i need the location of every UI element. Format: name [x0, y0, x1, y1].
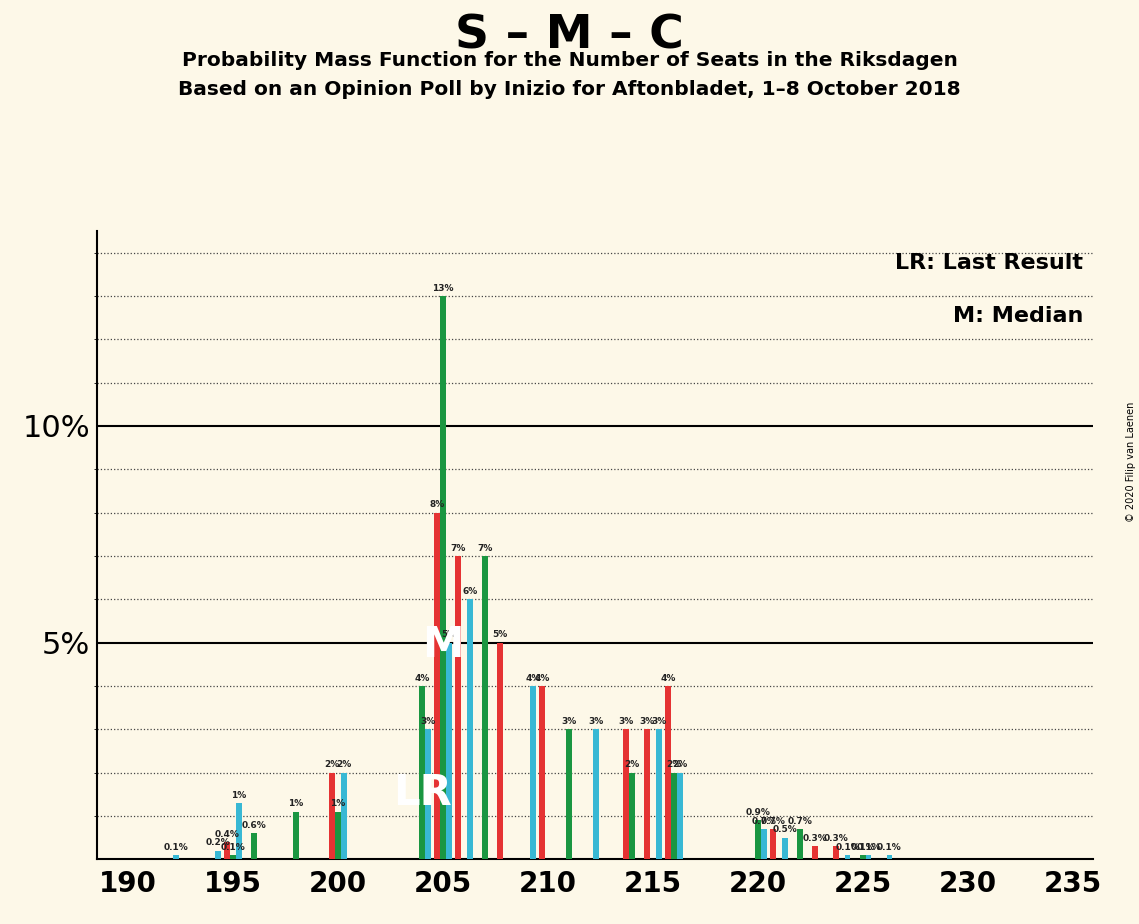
Bar — [173, 855, 179, 859]
Text: 4%: 4% — [661, 674, 675, 683]
Text: LR: LR — [393, 772, 451, 814]
Bar — [812, 846, 818, 859]
Text: 0.2%: 0.2% — [206, 838, 230, 847]
Bar — [770, 829, 776, 859]
Text: 2%: 2% — [336, 760, 352, 769]
Text: © 2020 Filip van Laenen: © 2020 Filip van Laenen — [1126, 402, 1136, 522]
Text: 4%: 4% — [415, 674, 429, 683]
Bar — [530, 686, 535, 859]
Bar — [440, 296, 446, 859]
Bar — [497, 643, 503, 859]
Text: 0.7%: 0.7% — [787, 817, 812, 825]
Text: 3%: 3% — [562, 717, 576, 726]
Bar — [425, 729, 431, 859]
Text: Probability Mass Function for the Number of Seats in the Riksdagen: Probability Mass Function for the Number… — [181, 51, 958, 70]
Bar — [230, 855, 236, 859]
Text: 0.3%: 0.3% — [823, 833, 849, 843]
Text: 0.7%: 0.7% — [761, 817, 785, 825]
Bar — [866, 855, 871, 859]
Bar — [539, 686, 544, 859]
Bar — [434, 513, 440, 859]
Bar — [644, 729, 650, 859]
Text: 3%: 3% — [618, 717, 633, 726]
Text: 3%: 3% — [420, 717, 435, 726]
Text: 0.7%: 0.7% — [752, 817, 776, 825]
Text: 8%: 8% — [429, 500, 444, 509]
Text: 2%: 2% — [624, 760, 639, 769]
Bar — [845, 855, 851, 859]
Bar — [252, 833, 257, 859]
Bar — [623, 729, 629, 859]
Text: 4%: 4% — [534, 674, 550, 683]
Text: 7%: 7% — [477, 543, 493, 553]
Text: Based on an Opinion Poll by Inizio for Aftonbladet, 1–8 October 2018: Based on an Opinion Poll by Inizio for A… — [178, 80, 961, 100]
Text: 2%: 2% — [325, 760, 339, 769]
Text: 0.1%: 0.1% — [221, 843, 246, 852]
Bar — [860, 855, 866, 859]
Bar — [797, 829, 803, 859]
Bar — [482, 556, 487, 859]
Text: 5%: 5% — [492, 630, 508, 639]
Text: 1%: 1% — [231, 791, 247, 799]
Text: 0.4%: 0.4% — [215, 830, 239, 838]
Text: 0.6%: 0.6% — [241, 821, 267, 830]
Text: 6%: 6% — [462, 587, 477, 596]
Text: 5%: 5% — [441, 630, 457, 639]
Text: M: Median: M: Median — [953, 307, 1083, 326]
Text: 0.1%: 0.1% — [851, 843, 875, 852]
Bar — [335, 811, 341, 859]
Bar — [329, 772, 335, 859]
Text: 4%: 4% — [525, 674, 541, 683]
Bar — [215, 851, 221, 859]
Text: 0.1%: 0.1% — [164, 843, 188, 852]
Text: 3%: 3% — [639, 717, 655, 726]
Text: 1%: 1% — [288, 799, 304, 808]
Text: S – M – C: S – M – C — [456, 14, 683, 59]
Text: 0.1%: 0.1% — [835, 843, 860, 852]
Bar — [629, 772, 634, 859]
Text: 0.1%: 0.1% — [877, 843, 902, 852]
Bar — [236, 803, 241, 859]
Text: M: M — [423, 625, 464, 666]
Bar — [224, 842, 230, 859]
Bar — [293, 811, 300, 859]
Bar — [833, 846, 838, 859]
Text: 0.9%: 0.9% — [745, 808, 770, 817]
Text: 13%: 13% — [433, 284, 453, 293]
Bar — [446, 643, 452, 859]
Bar — [467, 600, 473, 859]
Text: LR: Last Result: LR: Last Result — [895, 253, 1083, 273]
Text: 7%: 7% — [450, 543, 466, 553]
Text: 3%: 3% — [588, 717, 604, 726]
Bar — [761, 829, 767, 859]
Bar — [656, 729, 662, 859]
Bar — [566, 729, 572, 859]
Text: 1%: 1% — [330, 799, 346, 808]
Bar — [755, 821, 761, 859]
Text: 2%: 2% — [672, 760, 687, 769]
Bar — [781, 838, 787, 859]
Bar — [341, 772, 347, 859]
Text: 2%: 2% — [666, 760, 681, 769]
Text: 0.5%: 0.5% — [772, 825, 797, 834]
Bar — [671, 772, 677, 859]
Text: 3%: 3% — [652, 717, 666, 726]
Bar — [456, 556, 461, 859]
Text: 0.1%: 0.1% — [857, 843, 880, 852]
Text: 0.3%: 0.3% — [803, 833, 827, 843]
Bar — [886, 855, 893, 859]
Bar — [592, 729, 599, 859]
Bar — [665, 686, 671, 859]
Bar — [677, 772, 682, 859]
Bar — [419, 686, 425, 859]
